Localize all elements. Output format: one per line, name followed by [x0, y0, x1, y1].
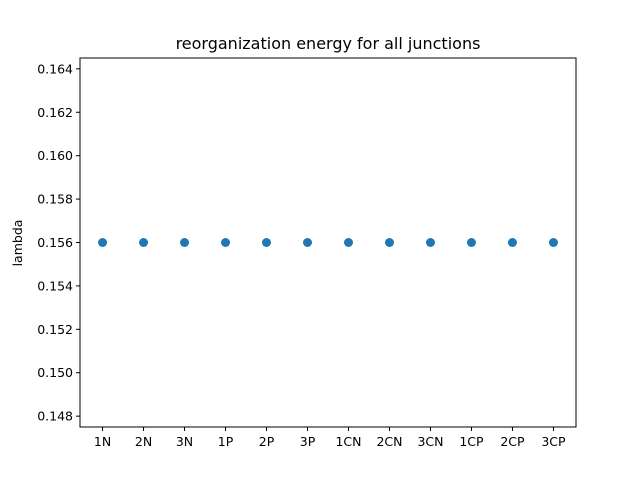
x-tick-label: 2CN — [376, 434, 402, 449]
x-tick-label: 2CP — [500, 434, 525, 449]
x-tick-label: 1CP — [459, 434, 484, 449]
data-point — [384, 238, 394, 247]
y-tick-label: 0.156 — [37, 235, 73, 250]
y-axis-label: lambda — [10, 220, 25, 267]
y-tick-label: 0.152 — [37, 322, 73, 337]
y-tick-label: 0.162 — [37, 105, 73, 120]
chart-title: reorganization energy for all junctions — [176, 34, 481, 53]
y-tick-label: 0.164 — [37, 61, 73, 76]
data-point — [262, 238, 272, 247]
y-tick-label: 0.154 — [37, 278, 73, 293]
data-point — [98, 238, 108, 247]
y-tick-label: 0.158 — [37, 192, 73, 207]
plot-area: 0.148 0.150 0.152 0.154 0.156 0.158 0.160 0.162… — [37, 61, 566, 449]
x-tick-label: 1N — [94, 434, 111, 449]
y-tick-label: 0.148 — [37, 409, 73, 424]
data-point — [343, 238, 353, 247]
data-point — [507, 238, 517, 247]
axes-frame — [79, 57, 577, 428]
x-tick-label: 1CN — [335, 434, 361, 449]
data-point — [139, 238, 149, 247]
data-point — [466, 238, 476, 247]
x-tick-label: 3N — [176, 434, 193, 449]
data-point — [548, 238, 558, 247]
x-tick-label: 2P — [259, 434, 275, 449]
y-tick-label: 0.160 — [37, 148, 73, 163]
data-point — [180, 238, 190, 247]
x-tick-label: 3CN — [417, 434, 443, 449]
x-tick-label: 3P — [300, 434, 316, 449]
y-tick-label: 0.150 — [37, 365, 73, 380]
x-tick-label: 3CP — [541, 434, 566, 449]
data-point — [221, 238, 231, 247]
x-tick-label: 1P — [218, 434, 234, 449]
data-point — [425, 238, 435, 247]
x-tick-label: 2N — [135, 434, 152, 449]
data-point — [303, 238, 313, 247]
